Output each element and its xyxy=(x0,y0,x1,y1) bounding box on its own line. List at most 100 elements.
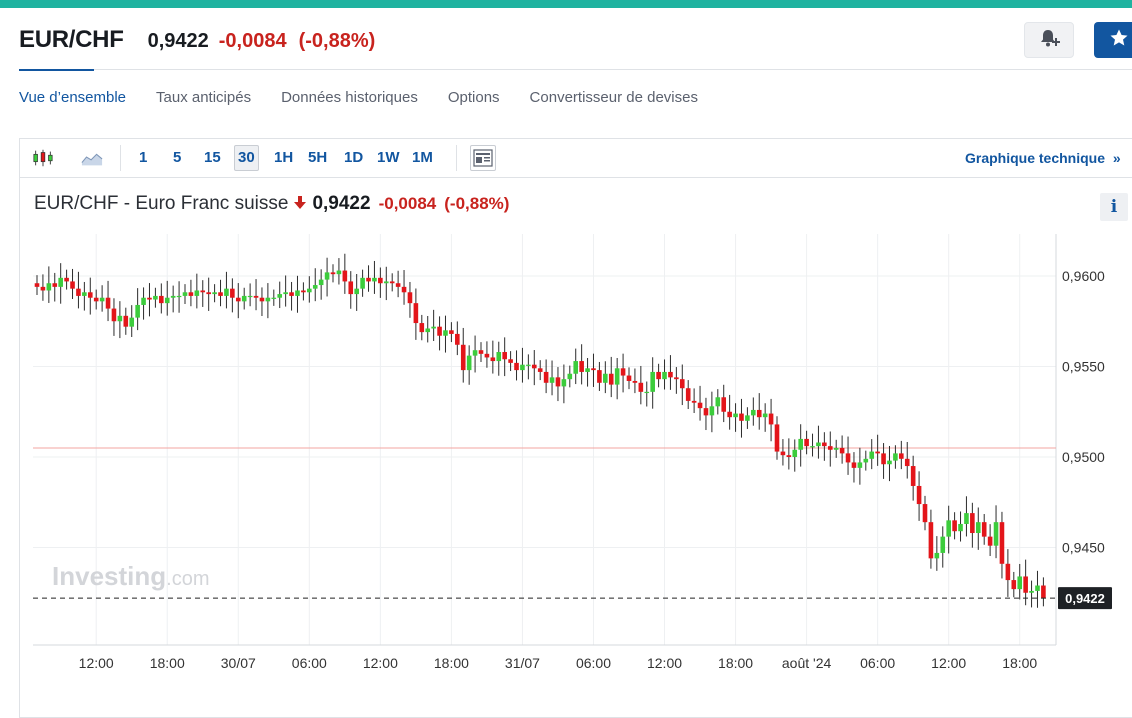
candle-body xyxy=(466,355,472,371)
candle-body xyxy=(508,359,513,363)
candle-body xyxy=(946,520,951,537)
candle-body xyxy=(212,292,217,295)
candle-body xyxy=(597,370,602,383)
candle-body xyxy=(425,328,431,333)
candle-body xyxy=(845,453,851,463)
watchlist-button[interactable] xyxy=(1094,22,1132,58)
x-tick-label: 12:00 xyxy=(363,655,398,671)
price-change: -0,0084 xyxy=(218,30,287,52)
timeframe-30-selected[interactable]: 30 xyxy=(234,145,259,171)
candle-body xyxy=(768,413,774,425)
candle-body xyxy=(484,353,490,358)
x-tick-label: 06:00 xyxy=(576,655,611,671)
timeframe-1d[interactable]: 1D xyxy=(344,149,364,166)
candle-body xyxy=(342,270,348,282)
timeframe-5h[interactable]: 5H xyxy=(308,149,328,166)
candle-body xyxy=(301,290,306,293)
candle-body xyxy=(958,523,963,532)
candle-body xyxy=(324,272,330,280)
technical-chart-link[interactable]: Graphique technique » xyxy=(965,150,1121,166)
candle-body xyxy=(733,413,738,418)
timeframe-15[interactable]: 15 xyxy=(204,149,221,166)
tab-forward-rates[interactable]: Taux anticipés xyxy=(156,89,252,106)
chart-title: EUR/CHF - Euro Franc suisse 0,9422 -0,00… xyxy=(34,193,509,215)
tab-options[interactable]: Options xyxy=(447,89,500,106)
price-change-percent: (-0,88%) xyxy=(298,30,376,52)
candle-body xyxy=(869,451,875,459)
candle-body xyxy=(295,290,300,296)
candle-body xyxy=(751,409,756,416)
candle-body xyxy=(34,283,40,287)
top-accent-bar xyxy=(0,0,1132,8)
candle-body xyxy=(1005,563,1011,581)
candle-body xyxy=(176,295,182,298)
x-tick-label: août '24 xyxy=(782,655,832,671)
tab-historical-data[interactable]: Données historiques xyxy=(281,89,418,106)
candle-body xyxy=(910,466,916,486)
candle-body xyxy=(893,453,898,461)
info-button[interactable]: i xyxy=(1100,193,1128,221)
candle-body xyxy=(312,285,318,289)
candle-body xyxy=(839,447,845,454)
y-tick-label: 0,9500 xyxy=(1062,449,1105,465)
candle-body xyxy=(875,451,880,454)
candle-body xyxy=(543,371,549,383)
candle-body xyxy=(289,292,294,296)
candle-body xyxy=(608,373,614,385)
candle-body xyxy=(437,326,442,336)
timeframe-1m[interactable]: 1M xyxy=(412,149,433,166)
tab-overview[interactable]: Vue d’ensemble xyxy=(19,89,127,106)
candle-body xyxy=(881,453,886,465)
candle-body xyxy=(413,303,419,324)
candle-body xyxy=(348,281,354,295)
pair-title: EUR/CHF xyxy=(19,26,124,53)
candle-body xyxy=(372,277,377,282)
candle-body xyxy=(1017,576,1023,590)
x-tick-label: 18:00 xyxy=(434,655,469,671)
candle-body xyxy=(259,297,265,302)
candle-body xyxy=(975,522,981,534)
x-tick-label: 06:00 xyxy=(292,655,327,671)
timeframe-1w[interactable]: 1W xyxy=(377,149,400,166)
candle-body xyxy=(105,297,111,309)
candle-body xyxy=(206,292,211,295)
candle-body xyxy=(64,277,69,282)
candle-body xyxy=(614,368,620,385)
candle-body xyxy=(780,451,786,456)
candle-body xyxy=(786,455,792,457)
last-price-label: 0,9422 xyxy=(1065,591,1105,606)
candle-body xyxy=(662,371,667,380)
tab-currency-converter[interactable]: Convertisseur de devises xyxy=(529,89,698,106)
candle-body xyxy=(715,397,721,407)
candle-body xyxy=(1041,585,1046,599)
y-tick-label: 0,9600 xyxy=(1062,268,1105,284)
candle-body xyxy=(827,446,833,450)
timeframe-1h[interactable]: 1H xyxy=(274,149,294,166)
candle-body xyxy=(904,458,910,467)
candle-body xyxy=(253,295,259,298)
create-alert-button[interactable] xyxy=(1024,22,1074,58)
candle-body xyxy=(739,413,744,421)
candle-body xyxy=(58,277,63,287)
area-chart-icon[interactable] xyxy=(81,147,103,169)
candlestick-chart-icon[interactable] xyxy=(32,147,54,169)
timeframe-1[interactable]: 1 xyxy=(139,149,148,166)
candle-body xyxy=(153,295,158,300)
candle-body xyxy=(727,411,732,418)
candle-body xyxy=(40,286,46,291)
candle-body xyxy=(549,377,555,383)
x-tick-label: 30/07 xyxy=(221,655,256,671)
candle-body xyxy=(360,277,365,289)
layout-icon[interactable] xyxy=(470,145,496,171)
candle-body xyxy=(277,294,283,298)
candle-body xyxy=(87,292,93,298)
candle-body xyxy=(283,292,288,295)
toolbar-divider xyxy=(456,145,457,171)
last-price-label-box xyxy=(1058,587,1112,610)
timeframe-5[interactable]: 5 xyxy=(173,149,182,166)
candle-body xyxy=(591,368,596,371)
candle-body xyxy=(555,377,561,387)
candle-body xyxy=(721,397,727,412)
candle-body xyxy=(170,295,176,298)
